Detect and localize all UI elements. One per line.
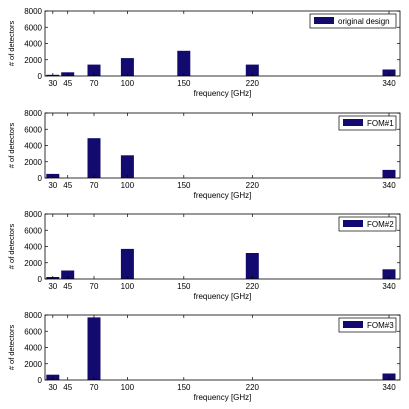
y-tick-label: 4000 [24, 344, 42, 353]
x-tick-label: 220 [246, 79, 260, 88]
x-tick-label: 30 [48, 282, 57, 291]
x-tick-label: 100 [121, 282, 135, 291]
y-tick-label: 8000 [24, 109, 42, 118]
x-tick-label: 30 [48, 181, 57, 190]
y-tick-label: 2000 [24, 259, 42, 268]
y-axis-label: # of detectors [7, 123, 16, 169]
x-tick-label: 45 [63, 181, 72, 190]
x-tick-label: 340 [382, 181, 396, 190]
x-axis-label: frequency [GHz] [194, 393, 252, 402]
bar [245, 64, 259, 76]
bar [382, 69, 396, 76]
bar [120, 58, 134, 76]
x-tick-label: 150 [177, 383, 191, 392]
bar [120, 155, 134, 179]
y-tick-label: 2000 [24, 360, 42, 369]
y-tick-label: 6000 [24, 125, 42, 134]
y-tick-label: 0 [38, 275, 43, 284]
x-tick-label: 340 [382, 383, 396, 392]
legend-label: FOM#2 [367, 220, 394, 229]
x-axis-label: frequency [GHz] [194, 89, 252, 98]
x-tick-label: 220 [246, 383, 260, 392]
legend: FOM#1 [338, 115, 397, 131]
x-tick-label: 150 [177, 79, 191, 88]
x-tick-label: 150 [177, 282, 191, 291]
x-tick-label: 100 [121, 181, 135, 190]
y-axis-label: # of detectors [7, 224, 16, 270]
legend-swatch [343, 220, 363, 227]
legend: original design [309, 13, 397, 29]
y-tick-label: 6000 [24, 327, 42, 336]
bar [87, 138, 101, 178]
y-tick-label: 0 [38, 376, 43, 385]
legend-swatch [314, 17, 334, 24]
y-tick-label: 4000 [24, 40, 42, 49]
chart-panel-4: 0 2000 4000 6000 8000 30 45 70 100 150 220 340 frequ… [7, 311, 401, 402]
bar [177, 50, 191, 76]
bar [120, 248, 134, 279]
x-tick-label: 100 [121, 79, 135, 88]
y-tick-label: 2000 [24, 158, 42, 167]
bar [87, 317, 101, 380]
bar [245, 253, 259, 279]
y-tick-label: 6000 [24, 23, 42, 32]
bar [61, 270, 75, 279]
legend-label: original design [338, 17, 390, 26]
bar [382, 269, 396, 280]
x-tick-label: 70 [90, 79, 99, 88]
chart-panel-3: 0 2000 4000 6000 8000 30 45 70 100 150 220 340 frequ… [7, 210, 401, 301]
legend-label: FOM#1 [367, 119, 394, 128]
x-tick-label: 70 [90, 383, 99, 392]
x-tick-label: 100 [121, 383, 135, 392]
x-tick-label: 220 [246, 282, 260, 291]
x-tick-label: 70 [90, 181, 99, 190]
legend-label: FOM#3 [367, 321, 394, 330]
x-tick-label: 45 [63, 79, 72, 88]
x-tick-label: 220 [246, 181, 260, 190]
y-tick-label: 2000 [24, 56, 42, 65]
x-tick-label: 30 [48, 79, 57, 88]
x-axis-label: frequency [GHz] [194, 292, 252, 301]
bar [382, 169, 396, 178]
chart-panel-1: 0 2000 4000 6000 8000 30 45 70 100 150 220 340 frequ… [7, 7, 401, 98]
x-tick-label: 30 [48, 383, 57, 392]
legend: FOM#2 [338, 216, 397, 232]
legend: FOM#3 [338, 317, 397, 333]
bar [382, 373, 396, 380]
y-tick-label: 4000 [24, 142, 42, 151]
x-tick-label: 340 [382, 79, 396, 88]
y-tick-label: 0 [38, 174, 43, 183]
y-axis-label: # of detectors [7, 325, 16, 371]
y-tick-label: 8000 [24, 7, 42, 16]
y-tick-label: 8000 [24, 311, 42, 320]
legend-swatch [343, 321, 363, 328]
x-tick-label: 150 [177, 181, 191, 190]
legend-swatch [343, 119, 363, 126]
y-tick-label: 8000 [24, 210, 42, 219]
x-tick-label: 70 [90, 282, 99, 291]
x-tick-label: 45 [63, 282, 72, 291]
y-tick-label: 0 [38, 72, 43, 81]
bar [87, 64, 101, 76]
y-axis-label: # of detectors [7, 21, 16, 67]
chart-panel-2: 0 2000 4000 6000 8000 30 45 70 100 150 220 340 frequ… [7, 109, 401, 200]
y-tick-label: 6000 [24, 226, 42, 235]
y-tick-label: 4000 [24, 243, 42, 252]
x-tick-label: 45 [63, 383, 72, 392]
x-tick-label: 340 [382, 282, 396, 291]
x-axis-label: frequency [GHz] [194, 191, 252, 200]
